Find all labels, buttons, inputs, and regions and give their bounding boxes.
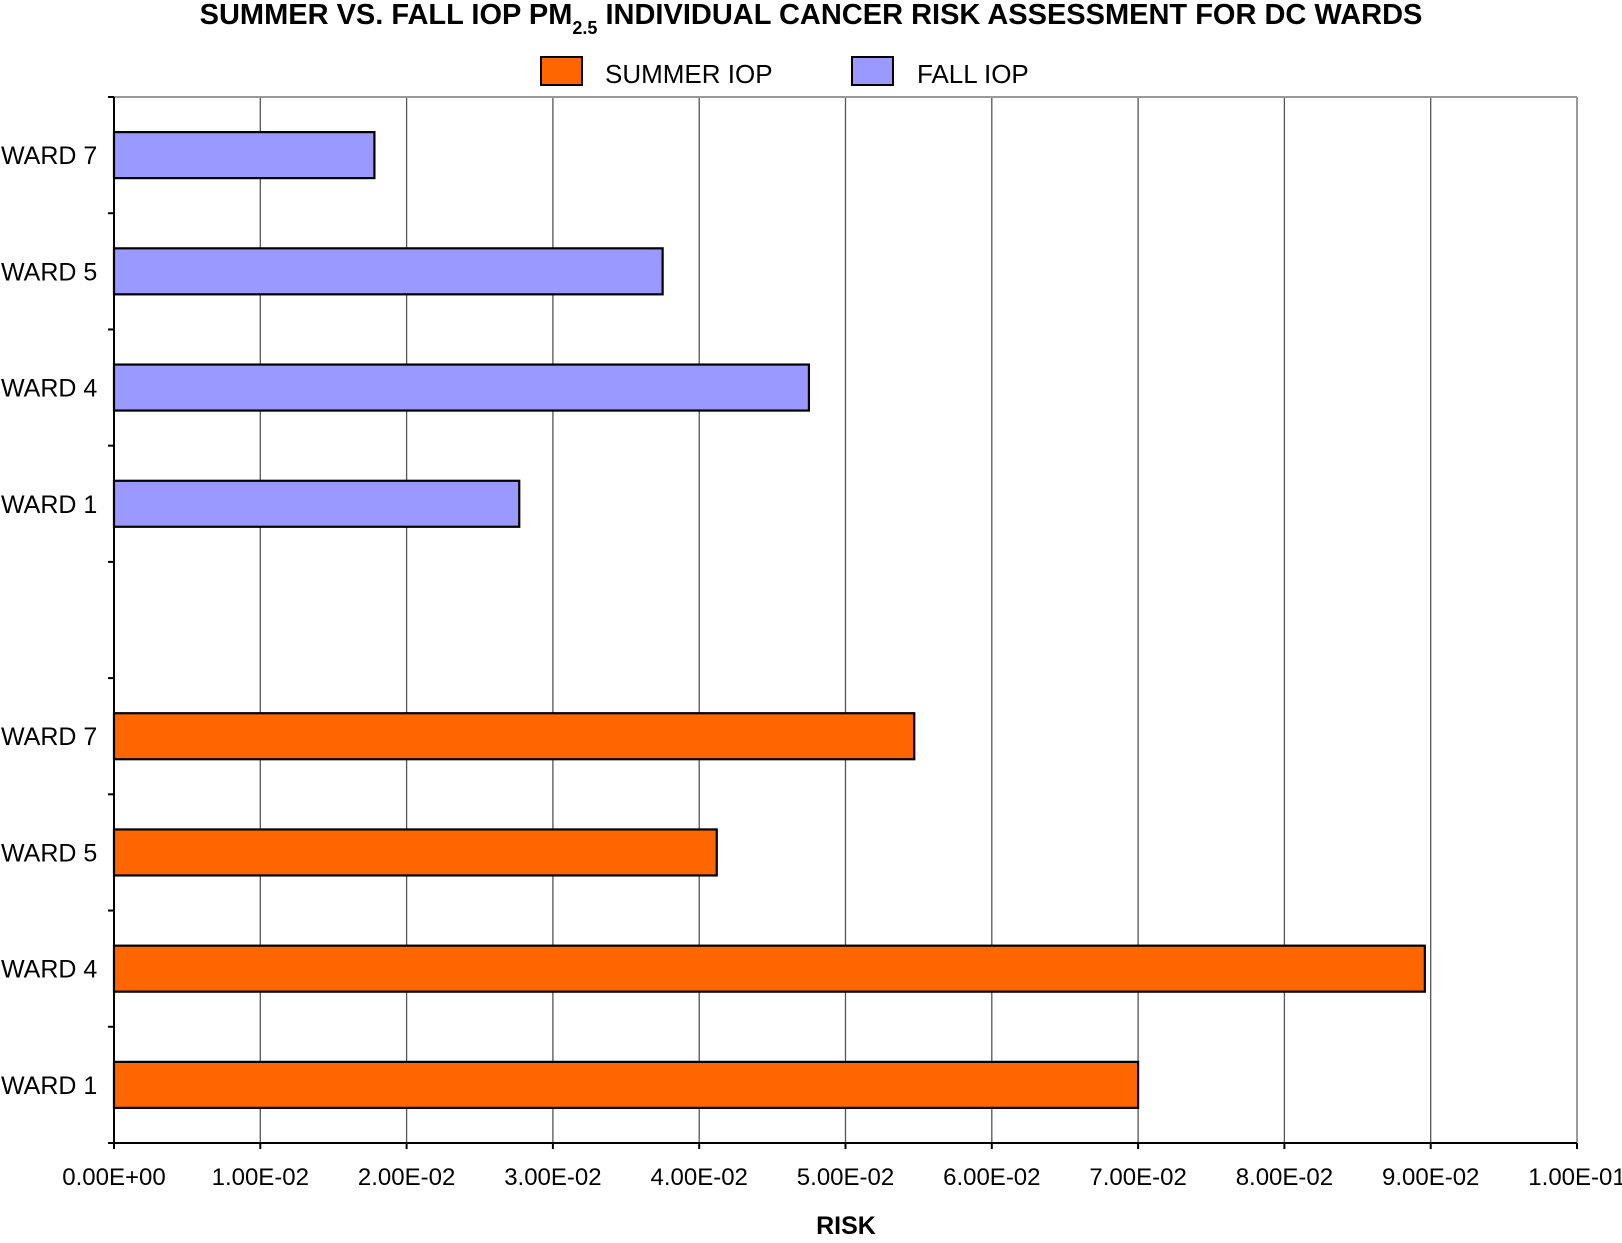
x-tick-label: 5.00E-02 [797, 1164, 894, 1191]
category-labels: WARD 7 WARD 5 WARD 4 WARD 1 WARD 7 WARD 5 WARD… [1, 142, 97, 1100]
fall-bar-ward-7 [112, 131, 376, 180]
x-tick-label: 6.00E-02 [943, 1164, 1040, 1191]
axes [108, 96, 1578, 1149]
category-label: WARD 4 [1, 375, 97, 403]
fall-bar-ward-4 [112, 363, 811, 412]
x-tick-label: 1.00E-01 [1528, 1164, 1622, 1191]
summer-bar-ward-4 [112, 944, 1426, 993]
chart-title: SUMMER VS. FALL IOP PM2.5 INDIVIDUAL CAN… [200, 0, 1423, 38]
legend-swatch-fall-iop [851, 56, 894, 86]
legend: SUMMER IOP FALL IOP [540, 56, 1029, 89]
x-tick-label: 1.00E-02 [212, 1164, 309, 1191]
chart-title-suffix: INDIVIDUAL CANCER RISK ASSESSMENT FOR DC… [597, 0, 1422, 31]
chart-title-main: SUMMER VS. FALL IOP PM [200, 0, 573, 31]
x-tick-label: 0.00E+00 [62, 1164, 165, 1191]
category-label: WARD 1 [1, 1072, 97, 1100]
x-tick-labels: 0.00E+00 1.00E-02 2.00E-02 3.00E-02 4.00E-02… [62, 1164, 1622, 1191]
x-tick-label: 8.00E-02 [1236, 1164, 1333, 1191]
category-label: WARD 7 [1, 723, 97, 751]
chart-title-subscript: 2.5 [572, 18, 597, 38]
summer-bar-ward-7 [112, 712, 916, 761]
x-axis-title: RISK [816, 1212, 876, 1240]
bars [112, 131, 1426, 1109]
fall-bar-ward-1 [112, 479, 521, 528]
fall-bar-ward-5 [112, 247, 664, 296]
category-label: WARD 1 [1, 491, 97, 519]
category-label: WARD 5 [1, 839, 97, 867]
legend-label-fall-iop: FALL IOP [917, 59, 1029, 89]
category-label: WARD 5 [1, 258, 97, 286]
x-tick-label: 9.00E-02 [1382, 1164, 1479, 1191]
x-tick-label: 3.00E-02 [504, 1164, 601, 1191]
category-label: WARD 7 [1, 142, 97, 170]
legend-swatch-summer-iop [540, 56, 583, 86]
x-tick-label: 2.00E-02 [358, 1164, 455, 1191]
x-tick-label: 4.00E-02 [650, 1164, 747, 1191]
summer-bar-ward-5 [112, 828, 718, 877]
category-label: WARD 4 [1, 956, 97, 984]
summer-bar-ward-1 [112, 1060, 1140, 1109]
legend-label-summer-iop: SUMMER IOP [605, 59, 773, 89]
x-tick-label: 7.00E-02 [1089, 1164, 1186, 1191]
